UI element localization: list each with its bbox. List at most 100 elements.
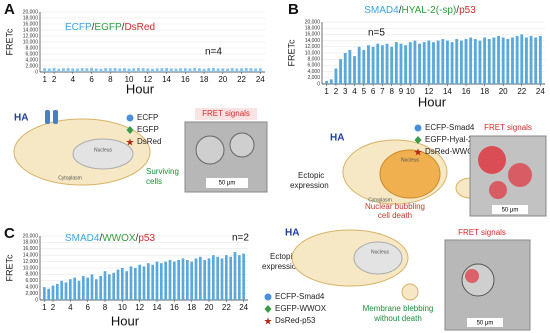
y-tick-label: 4,000 [25,285,38,291]
chart-title: SMAD4/HYAL-2(-sp)/p53 [364,5,476,16]
bar [357,46,361,84]
bar [168,260,172,300]
scale-box [492,205,528,214]
chart: A 02,0004,0006,0008,00010,00012,00014,000… [4,1,265,96]
bar [473,39,477,84]
x-tick-label: 20 [499,87,508,96]
stimulus: HA [14,113,28,124]
method: expression [262,262,301,271]
nucleus [379,149,441,199]
x-tick-label: 4 [68,303,73,312]
x-tick-label: 5 [362,87,367,96]
x-tick-label: 3 [343,87,348,96]
bar [103,271,107,300]
x-tick-label: 9 [399,87,404,96]
bar [450,42,454,84]
x-tick-label: 6 [85,303,90,312]
scale-bar: 50 μm [477,321,494,327]
diagram-b: HA Ectopic expression Nucleus Cytoplasm … [290,123,547,220]
y-axis-label: FRETc [286,39,296,67]
bar [181,258,185,300]
bar [487,39,491,84]
bar [441,39,445,84]
bar [122,68,126,72]
bar [129,266,133,300]
title-part: WWOX [102,233,136,244]
bar [353,56,356,84]
x-tick-label: 4 [352,87,357,96]
bar [177,260,180,300]
y-tick-label: 0 [317,81,320,87]
x-tick-label: 8 [103,303,108,312]
bar [193,67,197,72]
bar [221,68,225,72]
bar [529,35,533,84]
legend-symbol [264,293,272,301]
bar [459,40,463,84]
legend-symbol [414,136,422,144]
bar [492,37,496,84]
y-tick-label: 20,000 [23,9,39,15]
legend-label: EGFP [137,125,159,134]
bar [212,67,215,72]
bar [497,35,500,84]
legend-symbol: ★ [264,317,273,328]
chart-title: ECFP/EGFP/DsRed [65,22,155,33]
bar [137,67,140,72]
bar [62,68,65,72]
legend-label: ECFP [137,113,158,122]
bar [203,260,206,300]
bar [216,68,220,72]
diagram-c: HA Ectopic expression Nucleus ECFP-Smad4… [262,228,531,331]
bar [244,67,248,72]
bar [86,277,89,300]
x-tick-label: 18 [187,303,196,312]
bar [202,68,206,72]
bar [197,68,201,72]
bar [116,269,120,300]
x-tick-label: 24 [256,75,265,84]
bar [90,67,93,72]
x-tick-label: 22 [517,87,526,96]
bar [71,68,75,72]
micrograph [469,135,547,217]
y-tick-label: 8,000 [25,45,38,51]
bar [194,258,198,300]
x-tick-label: 1 [42,303,47,312]
title-part: / [399,5,402,16]
bar [235,68,239,72]
cell-image [489,181,507,199]
y-tick-label: 18,000 [23,15,39,21]
y-tick-label: 6,000 [25,278,38,284]
diagram-a: HA Nucleus Cytoplasm ECFP EGFP ★ DsRed S… [13,108,268,193]
bar [258,68,262,72]
bar [469,37,473,84]
bar [169,68,173,72]
y-tick-label: 16,000 [23,21,39,27]
scale-bar: 50 μm [219,181,236,187]
bar [464,39,468,84]
annotation: n=5 [368,28,385,39]
bar [422,42,426,84]
y-tick-label: 6,000 [307,63,320,69]
nucleus-label: Nucleus [94,147,113,153]
legend-label: ECFP-Smad4 [425,123,475,132]
cell-image [229,132,255,158]
x-tick-label: 1 [42,75,47,84]
bar [108,68,112,72]
bar [188,68,192,72]
bar [121,268,124,300]
method: expression [290,181,329,190]
bar [151,68,154,72]
y-tick-label: 10,000 [23,265,39,271]
x-tick-label: 22 [237,75,246,84]
bar [95,279,98,300]
bar [380,45,384,84]
y-tick-label: 14,000 [23,27,39,33]
x-tick-label: 8 [108,75,113,84]
bar [436,40,440,84]
bar [179,68,183,72]
y-axis-label: FRETc [4,28,14,56]
bar [174,68,178,72]
